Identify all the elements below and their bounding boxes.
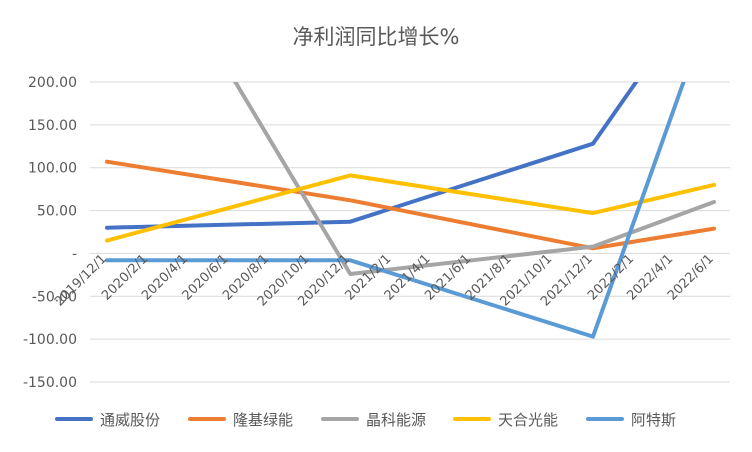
y-tick-label: 50.00	[37, 204, 77, 220]
series-line-1	[105, 159, 716, 251]
legend-label: 通威股份	[100, 411, 160, 429]
series-line-4	[105, 82, 686, 339]
y-tick-label: -	[72, 246, 77, 262]
legend-label: 阿特斯	[631, 411, 676, 429]
legend-label: 天合光能	[498, 411, 558, 429]
y-tick-label: -100.00	[23, 332, 77, 348]
y-tick-label: 100.00	[28, 161, 77, 177]
series-line-0	[105, 82, 639, 230]
gridlines	[90, 81, 730, 383]
x-tick-label: 2019/12/1	[52, 252, 110, 310]
y-tick-label: 200.00	[28, 75, 77, 91]
legend-label: 晶科能源	[366, 411, 426, 429]
legend-label: 隆基绿能	[233, 411, 293, 429]
y-axis-tick-labels: 200.00 150.00 100.00 50.00 - -50.00 -100.00 -15…	[23, 75, 77, 391]
y-tick-label: -150.00	[23, 375, 77, 391]
legend: 通威股份 隆基绿能 晶科能源 天合光能 阿特斯	[55, 411, 676, 429]
series-line-2	[232, 82, 716, 276]
y-tick-label: 150.00	[28, 118, 77, 134]
y-tick-label: -50.00	[32, 289, 77, 305]
series-lines	[105, 82, 716, 339]
chart-title: 净利润同比增长%	[293, 25, 460, 49]
series-line-3	[105, 173, 716, 243]
